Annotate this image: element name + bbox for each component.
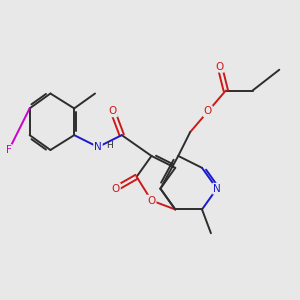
Text: N: N [213, 184, 221, 194]
Text: O: O [147, 196, 156, 206]
Text: F: F [6, 145, 12, 155]
Text: N: N [94, 142, 102, 152]
Text: O: O [112, 184, 120, 194]
Text: O: O [109, 106, 117, 116]
Text: O: O [204, 106, 212, 116]
Text: H: H [106, 141, 113, 150]
Text: O: O [216, 62, 224, 72]
